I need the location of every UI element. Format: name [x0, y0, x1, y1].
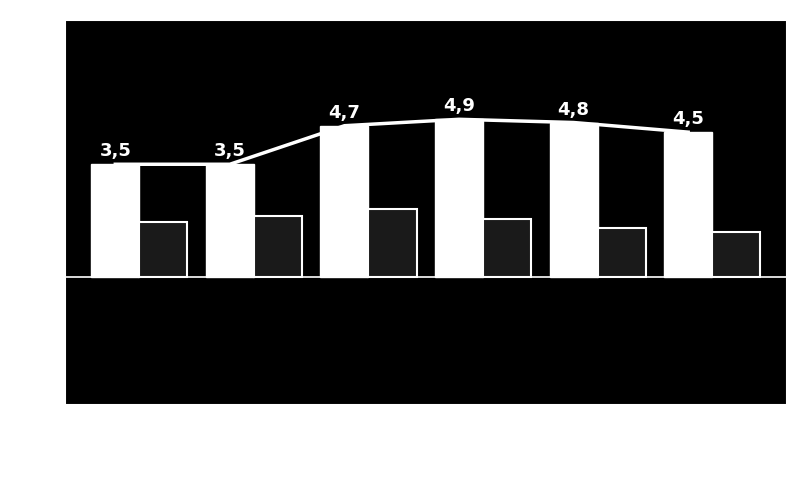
Bar [550, 123, 598, 277]
Text: 3,5: 3,5 [100, 142, 131, 161]
Text: 4,5: 4,5 [672, 110, 704, 128]
Bar [206, 165, 254, 277]
Text: 3,5: 3,5 [214, 142, 246, 161]
Bar [320, 126, 368, 277]
Bar [368, 209, 417, 277]
Bar [483, 219, 531, 277]
Bar [435, 120, 483, 277]
Bar [91, 165, 139, 277]
Text: 4,8: 4,8 [558, 101, 590, 119]
Text: 4,7: 4,7 [328, 104, 360, 122]
Bar [598, 228, 646, 277]
Text: 4,9: 4,9 [443, 97, 475, 116]
Bar [712, 232, 761, 277]
Bar [664, 132, 712, 277]
Bar [254, 216, 302, 277]
Bar [139, 222, 187, 277]
